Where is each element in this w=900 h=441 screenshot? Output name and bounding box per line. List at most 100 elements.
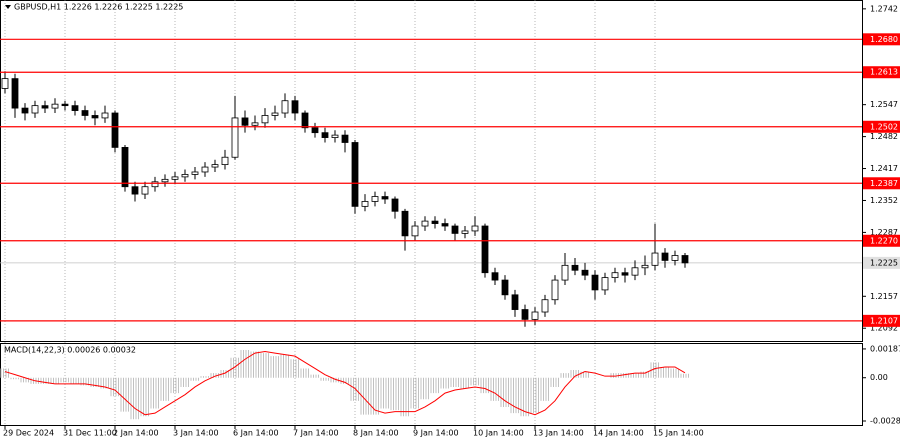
candle-body [651,252,659,266]
x-tick-label: 2 Jan 14:00 [113,429,159,438]
x-tick-label: 29 Dec 2024 [3,429,54,438]
candle-body [501,279,509,296]
candle-body [71,105,79,111]
candle-body [11,78,19,109]
chart-title: GBPUSD,H1 1.2226 1.2226 1.2225 1.2225 [14,3,183,12]
candle-body [251,122,259,126]
x-tick-label: 3 Jan 14:00 [173,429,219,438]
x-tick-label: 6 Jan 14:00 [233,429,279,438]
candle-body [491,272,499,281]
candle-body [31,105,39,114]
candle-body [1,78,9,89]
current-price-label: 1.2225 [870,258,898,267]
candle-body [671,255,679,261]
candle-body [601,277,609,291]
candle-body [41,105,49,109]
candle-body [311,127,319,134]
price-frame [0,0,863,342]
candle-body [431,220,439,224]
candle-body [91,115,99,119]
level-label: 1.2613 [870,68,898,77]
x-tick-label: 7 Jan 14:00 [293,429,339,438]
x-tick-label: 9 Jan 14:00 [413,429,459,438]
candle-body [141,186,149,195]
y-tick-label: 1.2352 [870,196,898,205]
candle-body [191,171,199,175]
y-tick-label: 1.2417 [870,164,898,173]
x-tick-label: 14 Jan 14:00 [593,429,644,438]
candle-body [421,220,429,227]
y-tick-label: 0.00187 [870,344,900,353]
level-label-box [863,120,900,133]
candle-body [521,309,529,320]
candle-body [201,166,209,173]
candle-body [451,225,459,234]
y-tick-label: 1.2482 [870,132,898,141]
macd-frame [0,343,863,426]
candle-body [291,100,299,114]
level-label-box [863,234,900,247]
candle-body [441,223,449,227]
level-label: 1.2502 [870,122,898,131]
candle-body [681,255,689,264]
symbol-icon [5,5,11,9]
candle-body [591,274,599,291]
candle-body [181,174,189,178]
level-label: 1.2387 [870,179,898,188]
level-label: 1.2107 [870,316,898,325]
candle-body [101,112,109,119]
x-tick-label: 10 Jan 14:00 [473,429,524,438]
candle-body [661,252,669,261]
x-tick-label: 8 Jan 14:00 [353,429,399,438]
candle-body [241,117,249,126]
candle-body [161,178,169,183]
candle-body [351,142,359,207]
candle-body [391,198,399,212]
y-tick-label: -0.00281 [870,416,900,425]
candle-body [551,279,559,301]
candle-body [21,107,29,114]
candle-body [211,164,219,168]
candle-body [121,147,129,188]
level-label-box [863,66,900,79]
candle-body [611,272,619,279]
level-label-box [863,314,900,327]
candle-body [401,210,409,237]
level-label-box [863,33,900,46]
candle-body [571,264,579,271]
candle-body [331,134,339,138]
candle-body [81,110,89,116]
current-price-box [863,256,900,269]
candle-body [51,103,59,109]
level-label-box [863,177,900,190]
candle-body [171,176,179,180]
candle-body [361,201,369,207]
candle-body [231,117,239,158]
candle-body [411,225,419,237]
x-tick-label: 15 Jan 14:00 [653,429,704,438]
candle-body [511,294,519,310]
level-label: 1.2270 [870,236,898,245]
indicator-title: MACD(14,22,3) 0.00026 0.00032 [4,346,136,355]
candle-body [581,269,589,276]
candle-body [221,156,229,166]
candle-body [61,103,69,107]
x-tick-label: 13 Jan 14:00 [533,429,584,438]
candle-body [471,225,479,232]
candle-body [111,112,119,148]
y-tick-label: 1.2092 [870,324,898,333]
candle-body [301,112,309,129]
candle-body [131,186,139,195]
y-tick-label: 1.2157 [870,292,898,301]
candle-body [341,134,349,143]
candle-body [461,230,469,234]
y-tick-label: 1.2742 [870,4,898,13]
level-label: 1.2680 [870,35,898,44]
candle-body [271,112,279,116]
candle-body [531,311,539,320]
y-tick-label: 1.2547 [870,100,898,109]
candle-body [561,264,569,281]
candle-body [481,225,489,274]
